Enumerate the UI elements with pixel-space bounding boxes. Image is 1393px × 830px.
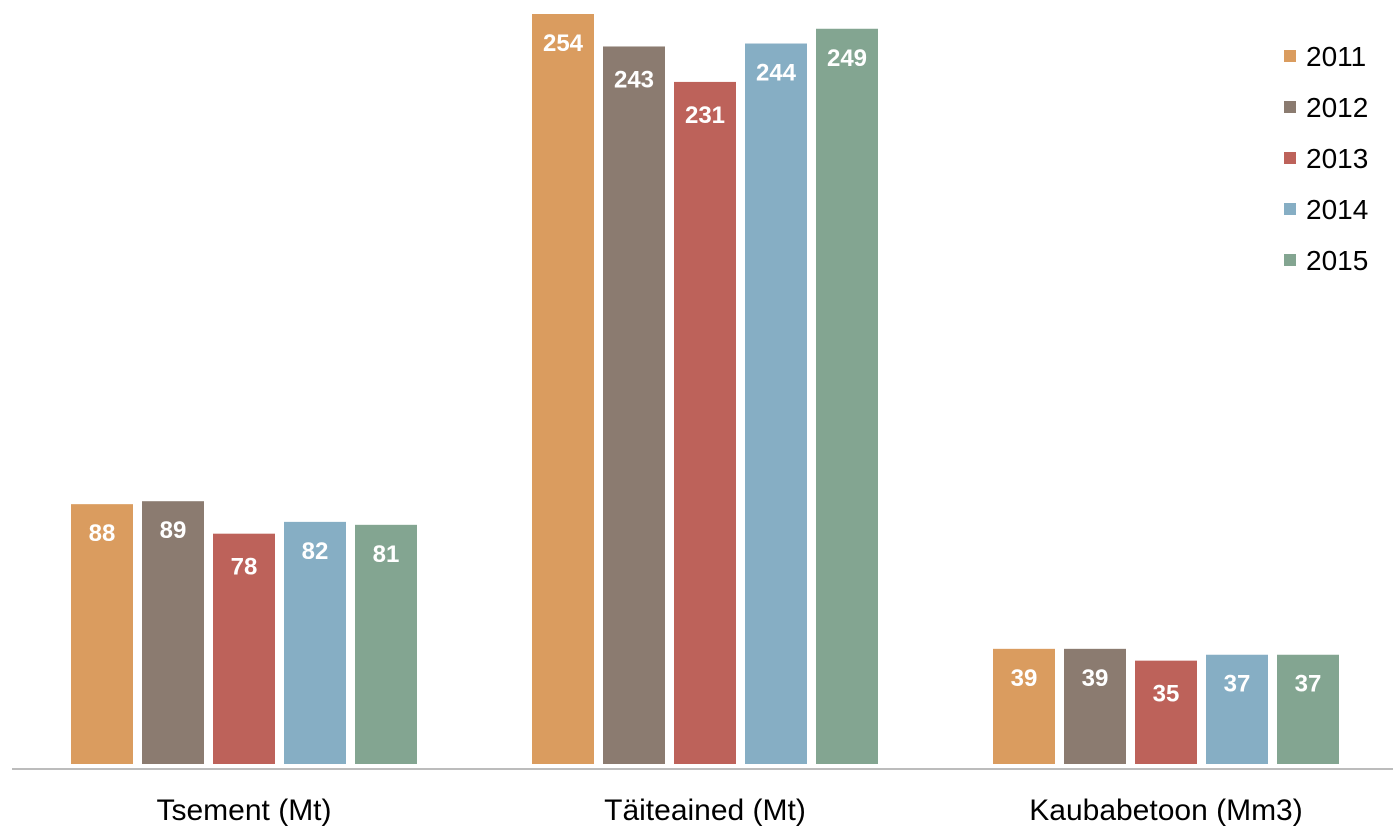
bar-value-label-2013-0: 78	[231, 554, 258, 581]
bar-2012-0	[142, 501, 204, 764]
legend-label-2012: 2012	[1306, 92, 1368, 123]
bar-2011-0	[71, 504, 133, 764]
bar-value-label-2015-1: 249	[827, 45, 867, 72]
bar-2013-2	[1135, 660, 1197, 764]
bar-2015-1	[816, 28, 878, 764]
category-label-tsement: Tsement (Mt)	[156, 794, 331, 827]
bar-value-label-2013-1: 231	[685, 102, 725, 129]
legend-swatch-2015	[1284, 254, 1296, 266]
legend-swatch-2013	[1284, 152, 1296, 164]
bar-2012-1	[603, 46, 665, 764]
bar-value-label-2012-2: 39	[1082, 665, 1109, 692]
bar-value-label-2013-2: 35	[1153, 681, 1180, 708]
bar-2014-0	[284, 521, 346, 764]
bar-value-label-2011-1: 254	[543, 30, 584, 57]
category-label-kaubabetoon: Kaubabetoon (Mm3)	[1029, 794, 1303, 827]
bar-value-label-2012-0: 89	[160, 517, 187, 544]
bar-2014-2	[1206, 654, 1268, 764]
legend-label-2015: 2015	[1306, 245, 1368, 276]
legend-label-2013: 2013	[1306, 143, 1368, 174]
bar-2011-2	[993, 648, 1055, 764]
bar-value-label-2012-1: 243	[614, 66, 654, 93]
legend-swatch-2011	[1284, 50, 1296, 62]
legend-swatch-2014	[1284, 203, 1296, 215]
bar-labels-group: 88 89 78 82 81 254 243 231 244 249 39 39 35 37 37	[89, 30, 1322, 708]
bar-2013-1	[674, 81, 736, 764]
category-labels: Tsement (Mt) Täiteained (Mt) Kaubabetoon…	[156, 794, 1302, 827]
category-label-taiteained: Täiteained (Mt)	[604, 794, 806, 827]
legend-label-2011: 2011	[1306, 41, 1366, 72]
bar-2015-0	[355, 524, 417, 764]
bar-value-label-2014-2: 37	[1224, 671, 1251, 698]
bar-value-label-2011-2: 39	[1011, 665, 1038, 692]
bars-group	[71, 14, 1339, 764]
bar-value-label-2011-0: 88	[89, 520, 116, 547]
bar-value-label-2015-2: 37	[1295, 671, 1322, 698]
bar-2012-2	[1064, 648, 1126, 764]
bar-2011-1	[532, 14, 594, 764]
legend: 2011 2012 2013 2014 2015	[1284, 41, 1368, 276]
bar-2015-2	[1277, 654, 1339, 764]
bar-value-label-2014-1: 244	[756, 60, 797, 87]
bar-value-label-2015-0: 81	[373, 541, 400, 568]
bar-2014-1	[745, 43, 807, 764]
legend-label-2014: 2014	[1306, 194, 1368, 225]
bar-2013-0	[213, 533, 275, 764]
legend-swatch-2012	[1284, 101, 1296, 113]
bar-value-label-2014-0: 82	[302, 538, 329, 565]
